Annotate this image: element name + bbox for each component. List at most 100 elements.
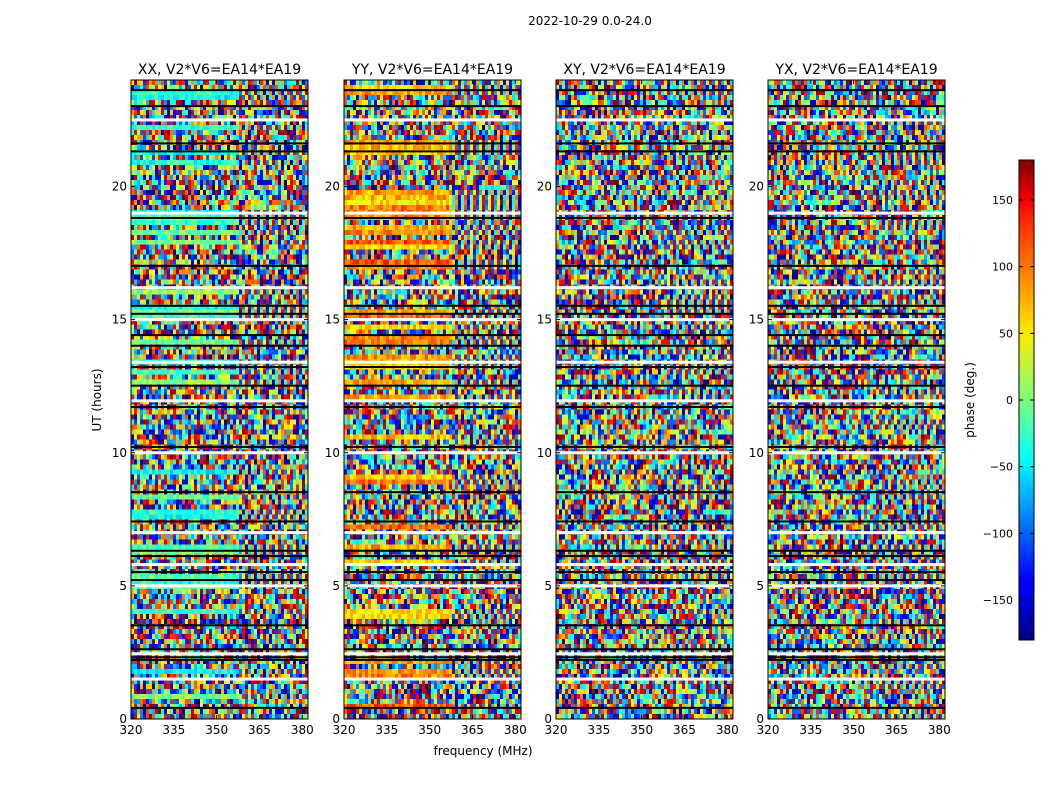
- flagged-row: [131, 571, 308, 574]
- flagged-row: [556, 579, 733, 582]
- panel-title: XX, V2*V6=EA14*EA19: [138, 62, 301, 78]
- flagged-row: [344, 677, 521, 681]
- flagged-row: [131, 445, 308, 448]
- figure-suptitle: 2022-10-29 0.0-24.0: [528, 14, 652, 28]
- y-tick-label: 20: [112, 180, 127, 194]
- flagged-row: [556, 211, 733, 215]
- flagged-row: [131, 677, 308, 681]
- panel-xx: XX, V2*V6=EA14*EA19 320 335 350 365 380 0 5 10 15…: [112, 62, 314, 737]
- flagged-row: [344, 318, 521, 322]
- flagged-row: [344, 531, 521, 535]
- colorbar-tick-label: −50: [990, 461, 1013, 474]
- flagged-row: [768, 216, 945, 219]
- flagged-row: [344, 150, 521, 153]
- flagged-row: [344, 658, 521, 661]
- flagged-row: [556, 384, 733, 387]
- flagged-row: [344, 652, 521, 656]
- x-tick-label: 350: [630, 723, 653, 737]
- x-tick-label: 380: [504, 723, 527, 737]
- flagged-row: [344, 360, 521, 364]
- colorbar-tick-label: 100: [992, 261, 1013, 274]
- x-tick-label: 335: [375, 723, 398, 737]
- flagged-row: [768, 491, 945, 494]
- flagged-row: [556, 399, 733, 403]
- flagged-row: [768, 286, 945, 290]
- flagged-row: [768, 318, 945, 322]
- flagged-row: [556, 451, 733, 455]
- flagged-row: [131, 491, 308, 494]
- flagged-row: [768, 118, 945, 122]
- y-tick-label: 0: [756, 712, 764, 726]
- flagged-row: [556, 344, 733, 347]
- flagged-row: [131, 264, 308, 267]
- flagged-row: [768, 211, 945, 215]
- flagged-row: [768, 451, 945, 455]
- flagged-row: [131, 531, 308, 535]
- y-tick-label: 15: [537, 313, 552, 327]
- x-tick-label: 320: [545, 723, 568, 737]
- flagged-row: [556, 405, 733, 408]
- flagged-row: [344, 584, 521, 588]
- flagged-row: [556, 656, 733, 659]
- flagged-row: [556, 286, 733, 290]
- panel-title: YY, V2*V6=EA14*EA19: [351, 62, 513, 78]
- flagged-row: [344, 624, 521, 627]
- flagged-row: [768, 706, 945, 709]
- flagged-row: [768, 384, 945, 387]
- flagged-row: [344, 264, 521, 267]
- flagged-row: [131, 118, 308, 122]
- flagged-row: [344, 211, 521, 215]
- y-tick-label: 5: [332, 579, 340, 593]
- flagged-row: [131, 579, 308, 582]
- panel-frame: [767, 79, 946, 720]
- flagged-row: [768, 656, 945, 659]
- y-tick-label: 5: [119, 579, 127, 593]
- x-tick-label: 365: [461, 723, 484, 737]
- x-tick-label: 320: [120, 723, 143, 737]
- x-tick-label: 365: [673, 723, 696, 737]
- flagged-row: [344, 399, 521, 403]
- flagged-row: [131, 706, 308, 709]
- flagged-row: [131, 304, 308, 307]
- y-tick-label: 15: [112, 313, 127, 327]
- flagged-row: [768, 549, 945, 552]
- flagged-row: [768, 652, 945, 656]
- flagged-row: [768, 579, 945, 582]
- flagged-row: [344, 118, 521, 122]
- flagged-row: [768, 344, 945, 347]
- flagged-row: [768, 555, 945, 558]
- flagged-row: [344, 491, 521, 494]
- flagged-row: [344, 312, 521, 315]
- colorbar-tick-label: −100: [983, 527, 1013, 540]
- y-tick-label: 0: [544, 712, 552, 726]
- flagged-row: [131, 105, 308, 108]
- flagged-row: [344, 445, 521, 448]
- y-axis-label: UT (hours): [90, 368, 104, 431]
- flagged-row: [768, 571, 945, 574]
- panel-yx: YX, V2*V6=EA14*EA19 320 335 350 365 380 0 5 10 15…: [749, 62, 951, 737]
- flagged-row: [768, 304, 945, 307]
- flagged-row: [131, 652, 308, 656]
- flagged-row: [344, 648, 521, 651]
- flagged-row: [344, 555, 521, 558]
- y-tick-label: 10: [537, 446, 552, 460]
- flagged-row: [556, 624, 733, 627]
- x-tick-label: 335: [162, 723, 185, 737]
- flagged-row: [131, 384, 308, 387]
- flagged-row: [131, 89, 308, 92]
- flagged-row: [556, 264, 733, 267]
- x-tick-label: 380: [291, 723, 314, 737]
- flagged-row: [556, 216, 733, 219]
- flagged-row: [344, 105, 521, 108]
- flagged-row: [344, 216, 521, 219]
- flagged-row: [344, 706, 521, 709]
- flagged-row: [556, 366, 733, 369]
- y-tick-label: 15: [325, 313, 340, 327]
- flagged-row: [768, 563, 945, 567]
- flagged-row: [344, 451, 521, 455]
- flagged-row: [556, 531, 733, 535]
- flagged-row: [131, 318, 308, 322]
- colorbar-tick-label: −150: [983, 594, 1013, 607]
- flagged-row: [344, 89, 521, 92]
- flagged-row: [131, 584, 308, 588]
